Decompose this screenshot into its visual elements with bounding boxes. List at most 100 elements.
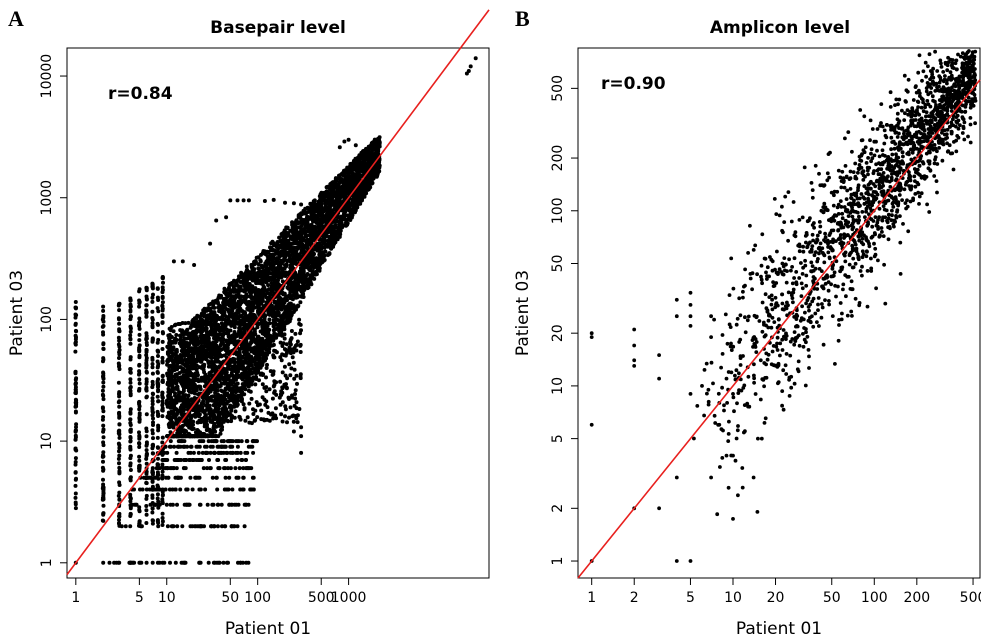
data-point — [370, 148, 375, 153]
data-point — [198, 434, 202, 439]
data-point — [250, 270, 255, 274]
data-point — [144, 382, 149, 386]
data-point — [155, 445, 160, 450]
data-point — [150, 402, 155, 407]
data-point — [156, 414, 161, 418]
data-point — [185, 487, 190, 492]
data-point — [242, 524, 247, 529]
data-point — [128, 511, 133, 516]
data-point — [345, 169, 350, 174]
data-point — [144, 440, 149, 445]
data-point — [212, 450, 217, 455]
data-point — [151, 416, 155, 421]
data-point — [183, 458, 188, 462]
data-point — [168, 444, 173, 449]
data-point — [160, 330, 165, 335]
data-point — [155, 466, 160, 471]
data-point — [238, 487, 243, 492]
data-point — [148, 475, 153, 480]
data-point — [117, 422, 122, 427]
data-point — [168, 560, 172, 565]
data-point — [150, 371, 155, 376]
data-point — [117, 490, 122, 495]
data-point — [330, 199, 334, 204]
panel-a-points — [73, 56, 478, 565]
data-point — [178, 430, 183, 435]
data-point — [224, 458, 229, 462]
data-point — [128, 468, 133, 472]
data-point — [229, 502, 234, 507]
data-point — [150, 365, 155, 370]
data-point — [216, 466, 221, 471]
data-point — [208, 466, 213, 471]
data-point — [222, 487, 227, 492]
data-point — [216, 385, 221, 389]
data-point — [137, 404, 142, 409]
data-point — [73, 305, 78, 310]
data-point — [137, 400, 141, 405]
data-point — [155, 384, 160, 389]
data-point — [198, 314, 203, 319]
data-point — [288, 282, 293, 287]
data-point — [155, 295, 160, 300]
data-point — [249, 487, 254, 492]
data-point — [160, 300, 165, 305]
data-point — [137, 411, 142, 416]
data-point — [364, 155, 369, 160]
data-point — [186, 393, 191, 398]
data-point — [160, 339, 165, 344]
data-point — [288, 234, 293, 239]
data-point — [292, 245, 297, 250]
data-point — [137, 464, 142, 469]
data-point — [220, 524, 224, 529]
data-point — [160, 395, 165, 400]
data-point — [360, 198, 364, 203]
data-point — [223, 475, 228, 480]
data-point — [128, 333, 133, 338]
data-point — [144, 288, 149, 293]
data-point — [160, 493, 165, 498]
data-point — [308, 281, 313, 286]
data-point — [280, 234, 285, 238]
data-point — [219, 502, 224, 507]
data-point — [100, 324, 105, 329]
data-point — [260, 250, 265, 255]
data-point — [279, 291, 284, 295]
data-point — [362, 170, 367, 175]
data-point — [74, 425, 78, 430]
data-point — [137, 338, 142, 343]
data-point — [284, 250, 289, 255]
data-point — [117, 446, 122, 450]
data-point — [267, 321, 272, 326]
data-point — [199, 458, 204, 462]
data-point — [190, 487, 195, 492]
data-point — [137, 445, 142, 449]
data-point — [116, 335, 121, 340]
data-point — [214, 439, 219, 444]
data-point — [252, 439, 257, 444]
data-point — [209, 439, 214, 444]
data-point — [209, 373, 214, 378]
data-point — [204, 335, 209, 340]
data-point — [128, 495, 133, 500]
data-point — [302, 227, 306, 231]
data-point — [160, 511, 165, 516]
data-point — [206, 439, 211, 444]
data-point — [73, 462, 78, 467]
data-point — [376, 147, 381, 152]
data-point — [175, 524, 180, 529]
data-point — [101, 346, 106, 351]
data-point — [160, 487, 165, 492]
data-point — [150, 521, 155, 526]
data-point — [240, 458, 245, 462]
data-point — [151, 436, 155, 441]
data-point — [150, 451, 155, 456]
data-point — [212, 560, 217, 565]
data-point — [256, 309, 261, 314]
data-point — [117, 367, 122, 372]
data-point — [116, 400, 121, 405]
data-point — [100, 388, 105, 393]
data-point — [216, 305, 221, 310]
data-point — [207, 302, 212, 307]
data-point — [150, 443, 155, 448]
